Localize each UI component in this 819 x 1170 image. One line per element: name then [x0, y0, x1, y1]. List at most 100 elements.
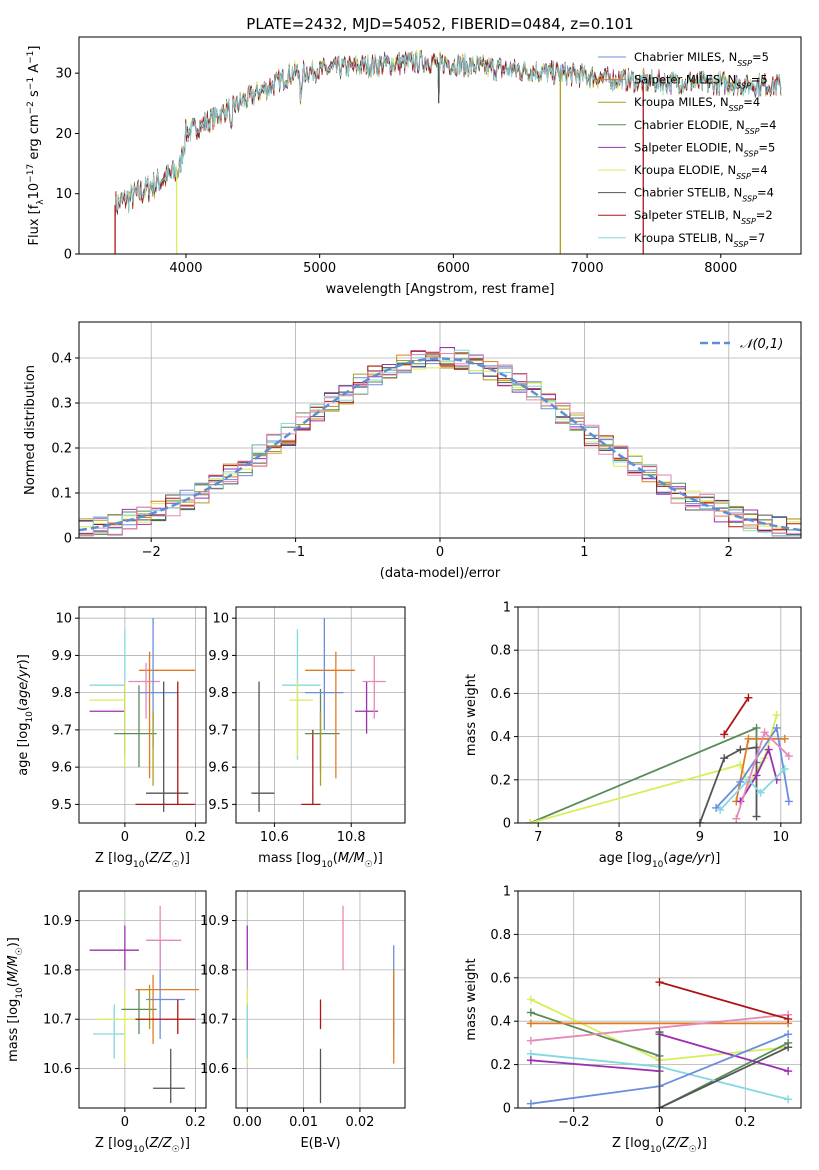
legend-value: =7: [748, 231, 765, 245]
x-tick-label: 7: [534, 830, 542, 845]
x-axis-label-part: (: [661, 1136, 666, 1151]
y-axis-label-part: −2: [26, 101, 36, 114]
y-tick-label: 9.8: [208, 686, 229, 701]
plot-area: [251, 618, 386, 812]
x-tick-label: 1: [580, 545, 588, 560]
y-tick-label: 0: [64, 248, 72, 263]
y-axis-label-part: 10: [27, 183, 42, 200]
legend-value: =4: [757, 186, 774, 200]
legend-name: Chabrier MILES, N: [634, 50, 737, 64]
y-tick-label: 10.6: [43, 1062, 72, 1077]
x-tick-label: 9: [696, 830, 704, 845]
y-tick-label: 10.8: [200, 963, 229, 978]
x-axis-label: Z [log10(Z/Z☉)]: [95, 851, 190, 870]
x-axis-label-part: 10: [652, 860, 664, 870]
legend-value: =4: [743, 95, 760, 109]
y-tick-label: 0.8: [490, 928, 511, 943]
legend-name: Kroupa STELIB, N: [634, 231, 734, 245]
x-tick-label: −2: [142, 545, 161, 560]
legend-subscript: SSP: [744, 149, 759, 158]
weight-line: [658, 1032, 789, 1108]
y-axis-label-part: Normed distribution: [23, 365, 38, 495]
y-axis-label-part: mass [log: [6, 999, 21, 1062]
y-tick-label: 9.6: [208, 761, 229, 776]
y-tick-label: 10.7: [43, 1013, 72, 1028]
x-tick-label: 0: [121, 830, 129, 845]
legend-value: =5: [751, 73, 768, 87]
y-tick-label: 10.9: [200, 914, 229, 929]
weight-line: [530, 1013, 789, 1042]
x-axis-label-part: (: [663, 851, 668, 866]
axes-frame: [78, 606, 207, 824]
legend-label: Chabrier MILES, NSSP=5: [634, 50, 769, 68]
y-axis-label-part: (: [6, 982, 21, 987]
x-axis-label-part: 10: [650, 1145, 662, 1155]
plot-area: [526, 978, 793, 1108]
x-axis-label-part: 10: [321, 860, 333, 870]
x-axis-label-part: Z/Z: [149, 1136, 173, 1151]
y-tick-label: 9.5: [208, 798, 229, 813]
y-axis-label-part: ]: [27, 46, 42, 51]
x-tick-label: 10.6: [260, 830, 289, 845]
x-tick-label: 4000: [169, 261, 202, 276]
x-tick-label: 0: [655, 1115, 663, 1130]
weight-line: [715, 725, 790, 809]
legend-name: Chabrier STELIB, N: [634, 186, 742, 200]
legend-label: Salpeter MILES, NSSP=5: [634, 73, 768, 91]
y-axis-label: mass [log10(M/M☉)]: [6, 937, 25, 1062]
y-axis-label: Flux [fλ10−17 erg cm−2 s−1 A−1]: [26, 46, 46, 246]
x-tick-label: 8000: [704, 261, 737, 276]
mass-weight-vs-Z-panel: −0.2 0 0.2 0 0.2 0.4 0.6 0.8 1 Z [log10(Z/Z☉)] mas…: [464, 885, 802, 1155]
legend-value: =2: [756, 208, 773, 222]
plot-area: [114, 49, 782, 254]
legend-subscript: SSP: [745, 126, 760, 135]
y-tick-label: 9.7: [51, 723, 72, 738]
x-axis-label-part: ☉: [365, 860, 373, 870]
y-axis-label: mass weight: [464, 674, 479, 756]
x-tick-label: 0.2: [735, 1115, 756, 1130]
x-tick-label: 8: [615, 830, 623, 845]
mass-vs-Z-panel: 0 0.210.610.710.810.9Z [log10(Z/Z☉)]mass …: [6, 890, 207, 1155]
y-tick-label: 9.6: [51, 761, 72, 776]
plot-area: [89, 618, 196, 812]
x-axis-label-part: (data-model)/error: [380, 566, 501, 581]
y-axis-label-part: erg cm: [27, 114, 42, 163]
x-axis-label-part: age/yr: [668, 851, 711, 866]
y-axis-label-part: mass weight: [464, 958, 479, 1040]
y-axis-label-part: (: [16, 706, 31, 711]
y-axis-label: age [log10(age/yr)]: [16, 654, 35, 776]
axes-frame: [78, 36, 802, 255]
x-axis-label-part: E(B-V): [300, 1136, 340, 1151]
spectrum-panel: 4000 5000 6000 7000 8000 0 10 20 30 wavelength [A…: [26, 36, 802, 297]
x-axis-label-part: ☉: [172, 1145, 180, 1155]
y-axis-label-part: mass weight: [464, 674, 479, 756]
y-tick-label: 9.9: [208, 649, 229, 664]
y-tick-label: 0: [503, 817, 511, 832]
x-axis-label: Z [log10(Z/Z☉)]: [95, 1136, 190, 1155]
plot-area: [246, 905, 395, 1104]
x-axis-label: Z [log10(Z/Z☉)]: [612, 1136, 707, 1155]
y-axis-label-part: M/M: [6, 955, 21, 982]
y-tick-label: 0.6: [490, 687, 511, 702]
legend-label: Kroupa MILES, NSSP=4: [634, 95, 760, 113]
weight-line: [723, 697, 750, 735]
histogram-step: [79, 349, 801, 537]
y-tick-label: 9.9: [51, 649, 72, 664]
x-tick-label: 0: [436, 545, 444, 560]
y-tick-label: 0.2: [490, 1058, 511, 1073]
residual-histogram-panel: −2 −1 0 1 2 0 0.1 0.2 0.3 0.4 (data-model)/error No…: [23, 321, 802, 581]
axes-frame: [235, 606, 406, 824]
x-tick-label: 2: [725, 545, 733, 560]
y-tick-label: 0.4: [490, 730, 511, 745]
legend-value: =4: [751, 163, 768, 177]
y-tick-label: 9.5: [51, 798, 72, 813]
legend-name: Salpeter MILES, N: [634, 73, 736, 87]
x-tick-label: 6000: [437, 261, 470, 276]
x-tick-label: −1: [286, 545, 305, 560]
legend-subscript: SSP: [741, 217, 756, 226]
legend-subscript: SSP: [736, 81, 751, 90]
legend-subscript: SSP: [736, 172, 751, 181]
